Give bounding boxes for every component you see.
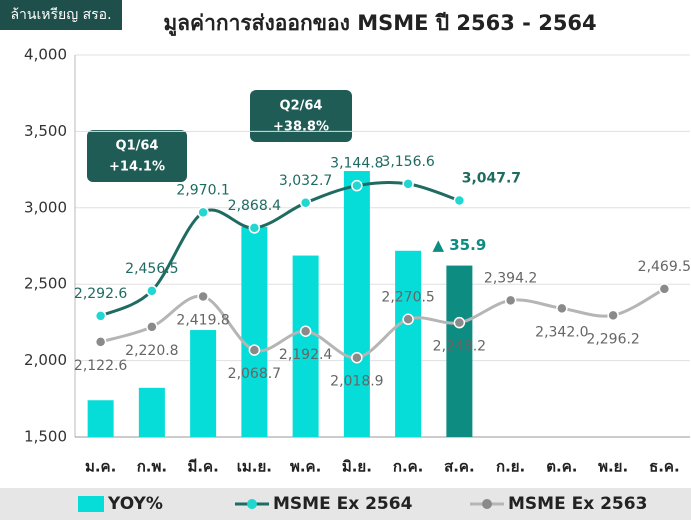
- marker: [453, 316, 466, 329]
- legend-marker: [482, 499, 492, 509]
- marker: [248, 222, 261, 234]
- line: [99, 181, 460, 318]
- line-value-label: 2,122.6: [74, 358, 128, 374]
- x-tick-label: มิ.ย.: [342, 458, 372, 476]
- line-value-label: 3,047.7: [462, 171, 521, 187]
- line-value-label: 2,068.7: [228, 366, 281, 382]
- legend-label: MSME Ex 2563: [508, 494, 647, 514]
- line-value-label: 2,018.9: [330, 374, 383, 390]
- y-tick-label: 4,000: [24, 46, 67, 64]
- marker: [351, 351, 363, 364]
- marker: [453, 194, 466, 207]
- marker: [248, 344, 261, 356]
- y-tick-label: 3,000: [24, 198, 67, 216]
- line-value-label: 2,868.4: [228, 198, 282, 214]
- bar: [292, 255, 319, 437]
- marker: [146, 321, 158, 333]
- marker: [197, 290, 209, 303]
- marker: [556, 302, 568, 315]
- annotation-box: [250, 90, 352, 142]
- y-tick-label: 1,500: [24, 428, 67, 446]
- legend-label: MSME Ex 2564: [273, 494, 413, 514]
- line-value-label: 2,456.5: [125, 261, 178, 277]
- bar: [343, 171, 370, 437]
- line-value-label: 2,270.5: [381, 289, 434, 305]
- line-value-label: 2,394.2: [484, 270, 537, 286]
- line-value-label: 2,192.4: [279, 347, 333, 363]
- marker: [94, 310, 107, 322]
- line-value-label: 2,970.1: [176, 182, 229, 198]
- x-tick-label: ส.ค.: [444, 458, 475, 476]
- marker: [504, 294, 517, 307]
- annotation-text: +38.8%: [273, 120, 329, 135]
- marker: [299, 325, 312, 337]
- x-tick-label: มี.ค.: [187, 458, 218, 476]
- annotation-title: Q1/64: [116, 139, 159, 154]
- line-value-label: 2,419.8: [176, 312, 229, 328]
- line-value-label: 3,144.8: [330, 156, 383, 172]
- line-value-label: 2,296.2: [586, 331, 639, 347]
- marker: [299, 197, 312, 209]
- legend-label: YOY%: [107, 494, 163, 514]
- bar: [446, 265, 473, 437]
- bar-value-label: ▲ 35.9: [432, 236, 486, 254]
- marker: [402, 313, 414, 326]
- x-tick-label: ธ.ค.: [649, 458, 680, 476]
- bar: [190, 330, 217, 437]
- x-tick-label: พ.ย.: [598, 458, 628, 476]
- annotation-text: +14.1%: [109, 160, 165, 175]
- annotation-title: Q2/64: [280, 99, 323, 114]
- line-value-label: 3,156.6: [381, 154, 435, 170]
- line-value-label: 2,469.5: [638, 259, 691, 275]
- chart-title: มูลค่าการส่งออกของ MSME ปี 2563 - 2564: [163, 11, 596, 37]
- marker: [146, 285, 158, 297]
- annotation-box: [87, 130, 187, 182]
- line-value-label: 3,032.7: [279, 173, 332, 189]
- x-tick-label: พ.ค.: [290, 458, 321, 476]
- unit-label: ล้านเหรียญ สรอ.: [10, 7, 111, 23]
- legend-swatch: [78, 496, 104, 512]
- line-value-label: 2,342.0: [535, 324, 588, 340]
- bar: [87, 400, 114, 437]
- x-tick-label: ม.ค.: [85, 458, 116, 476]
- marker: [402, 178, 414, 190]
- marker: [658, 283, 671, 295]
- unit-label-bg: [0, 0, 122, 30]
- marker: [94, 336, 107, 348]
- line-value-label: 2,248.2: [433, 339, 486, 355]
- bar: [241, 226, 268, 437]
- marker: [607, 309, 619, 322]
- line-value-label: 2,292.6: [74, 286, 128, 302]
- x-tick-label: ต.ค.: [546, 458, 577, 476]
- bar: [395, 250, 422, 437]
- y-tick-label: 2,500: [24, 275, 67, 293]
- x-tick-label: ก.ค.: [393, 458, 424, 476]
- x-tick-label: ก.ย.: [496, 458, 525, 476]
- legend-bg: [0, 488, 691, 520]
- legend-marker: [247, 499, 257, 509]
- x-tick-label: เม.ย.: [237, 458, 272, 476]
- bar: [138, 387, 165, 437]
- marker: [197, 206, 209, 219]
- marker: [351, 179, 363, 192]
- x-tick-label: ก.พ.: [137, 458, 167, 476]
- y-tick-label: 2,000: [24, 351, 67, 369]
- line-value-label: 2,220.8: [125, 343, 178, 359]
- y-tick-label: 3,500: [24, 122, 67, 140]
